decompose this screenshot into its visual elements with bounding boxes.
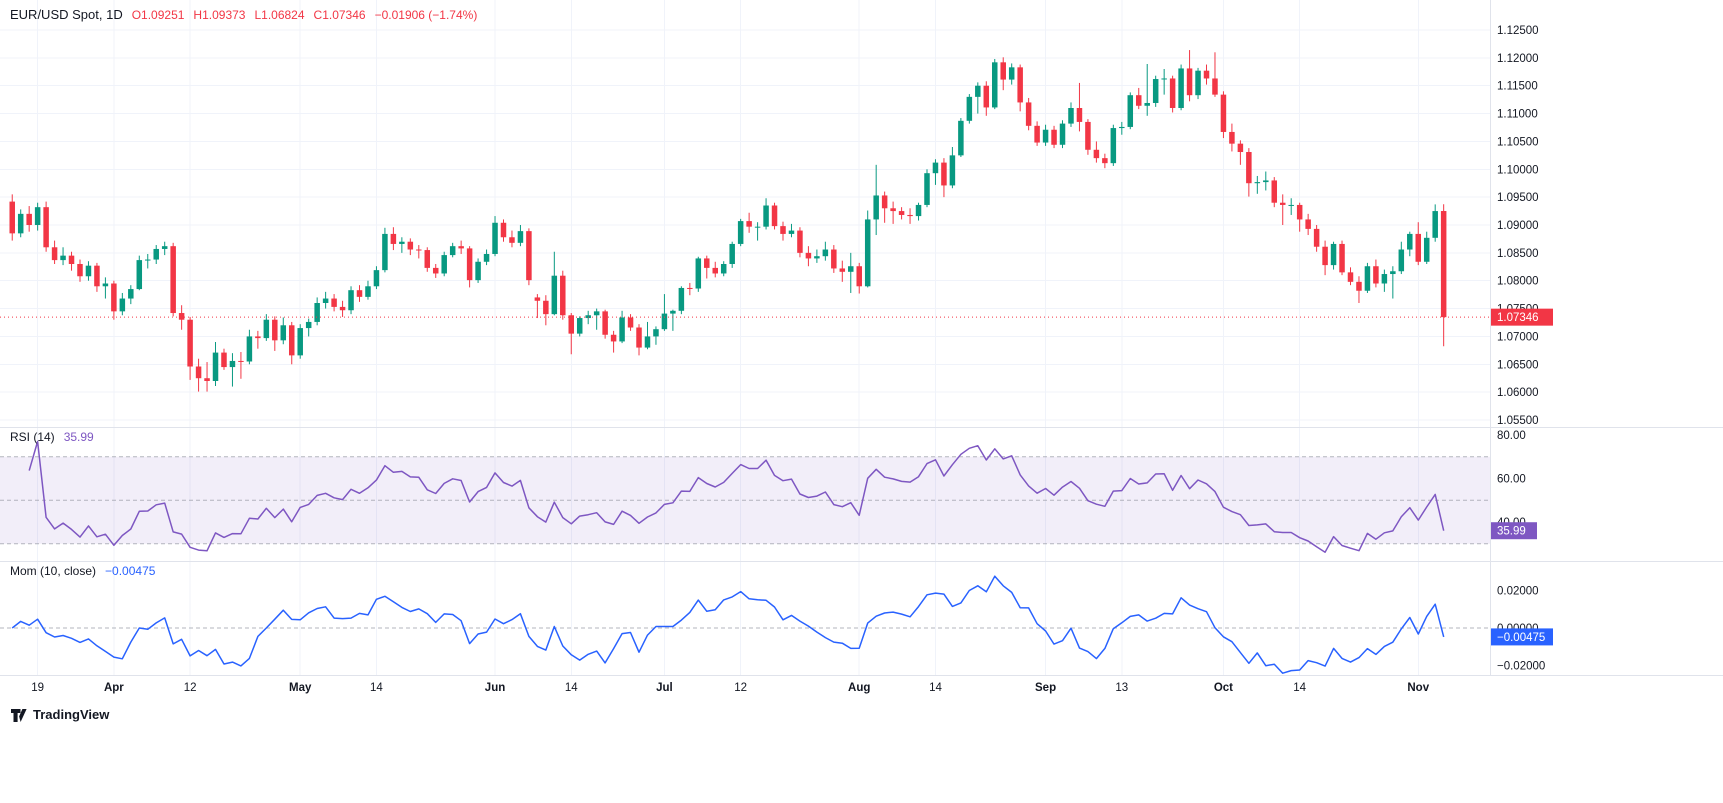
tradingview-logo-icon	[11, 709, 27, 722]
rsi-value-badge: 35.99	[1491, 522, 1537, 540]
price-axis-label: 1.05500	[1497, 415, 1539, 427]
price-axis-label: 1.10000	[1497, 164, 1539, 176]
time-axis-day-label: 13	[1115, 682, 1128, 694]
time-axis-month-label: Apr	[104, 682, 124, 694]
time-axis-day-label: 19	[31, 682, 44, 694]
price-axis-label: 1.06500	[1497, 359, 1539, 371]
mom-axis-label: 0.02000	[1497, 586, 1539, 598]
time-axis-month-label: Jun	[485, 682, 505, 694]
tradingview-attribution[interactable]: TradingView	[10, 706, 109, 723]
svg-text:35.99: 35.99	[1497, 526, 1526, 538]
svg-text:1.07346: 1.07346	[1497, 312, 1539, 324]
time-axis-month-label: Oct	[1214, 682, 1233, 694]
time-axis-day-label: 12	[184, 682, 197, 694]
price-axis-label: 1.12000	[1497, 53, 1539, 65]
time-axis-month-label: Nov	[1407, 682, 1429, 694]
price-axis-label: 1.08500	[1497, 248, 1539, 260]
price-axis-label: 1.06000	[1497, 387, 1539, 399]
time-axis-day-label: 14	[929, 682, 942, 694]
price-axis-label: 1.07000	[1497, 331, 1539, 343]
time-axis-day-label: 12	[734, 682, 747, 694]
mom-axis-label: −0.02000	[1497, 661, 1545, 673]
time-axis[interactable]: 19 Apr 12 May 14 Jun 14 Jul 12 Aug 14 Sep 13 Oct 14 Nov	[31, 682, 1429, 694]
tradingview-wordmark: TradingView	[33, 707, 110, 722]
time-axis-month-label: Sep	[1035, 682, 1056, 694]
time-axis-month-label: May	[289, 682, 312, 694]
price-axis-label: 1.09500	[1497, 192, 1539, 204]
price-axis-label: 1.11500	[1497, 81, 1538, 93]
mom-line[interactable]	[11, 575, 1445, 674]
rsi-axis-label: 60.00	[1497, 474, 1526, 486]
price-axis-label: 1.08000	[1497, 276, 1539, 288]
price-axis-label: 1.09000	[1497, 220, 1539, 232]
price-axis-label: 1.10500	[1497, 136, 1539, 148]
mom-value-badge: −0.00475	[1491, 628, 1553, 646]
time-axis-day-label: 14	[1293, 682, 1306, 694]
grid-layer	[0, 0, 1490, 676]
time-axis-month-label: Aug	[848, 682, 870, 694]
chart-canvas[interactable]: 1.12500 1.12000 1.11500 1.11000 1.10500 1.100…	[0, 0, 1723, 730]
last-price-badge: 1.07346	[1491, 308, 1553, 326]
candles-layer[interactable]	[9, 50, 1447, 392]
rsi-line[interactable]	[28, 440, 1445, 553]
price-axis[interactable]: 1.12500 1.12000 1.11500 1.11000 1.10500 1.100…	[1497, 25, 1545, 673]
time-axis-day-label: 14	[565, 682, 578, 694]
time-axis-day-label: 14	[370, 682, 383, 694]
time-axis-month-label: Jul	[656, 682, 673, 694]
price-axis-label: 1.11000	[1497, 109, 1538, 121]
pane-separators[interactable]	[0, 0, 1723, 676]
price-axis-label: 1.12500	[1497, 25, 1539, 37]
svg-text:−0.00475: −0.00475	[1497, 632, 1545, 644]
rsi-axis-label: 80.00	[1497, 430, 1526, 442]
